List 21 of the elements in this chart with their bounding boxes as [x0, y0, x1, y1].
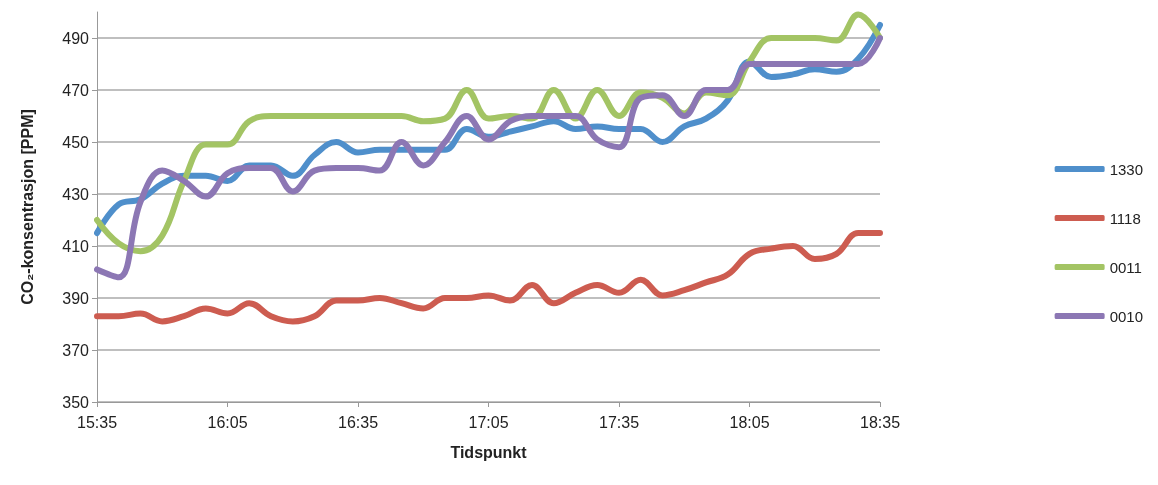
x-axis-title: Tidspunkt [450, 443, 528, 461]
y-tick-label: 390 [62, 289, 90, 307]
y-tick-label: 350 [62, 393, 90, 411]
x-tick-label: 18:05 [729, 413, 770, 431]
x-tick-label: 16:35 [337, 413, 379, 431]
legend-label: 0010 [1109, 307, 1144, 325]
x-tick-label: 17:05 [468, 413, 509, 431]
y-tick-label: 370 [62, 341, 90, 359]
y-axis-title: CO₂-konsentrasjon [PPM] [18, 109, 36, 305]
y-tick-label: 430 [62, 185, 90, 203]
x-tick-label: 17:35 [598, 413, 640, 431]
legend-label: 1118 [1109, 209, 1141, 227]
y-tick-label: 450 [62, 133, 90, 151]
legend-label: 1330 [1109, 160, 1144, 178]
y-tick-label: 470 [62, 81, 90, 99]
y-tick-label: 490 [62, 29, 90, 47]
x-tick-label: 15:35 [76, 413, 118, 431]
x-tick-label: 16:05 [207, 413, 248, 431]
y-tick-label: 410 [62, 237, 90, 255]
x-tick-label: 18:35 [859, 413, 901, 431]
legend-label: 0011 [1109, 258, 1142, 276]
